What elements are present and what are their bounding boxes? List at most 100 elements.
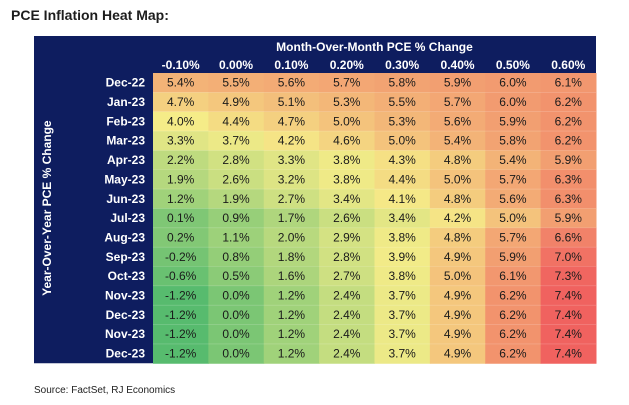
cell-value: 5.9% — [499, 250, 527, 264]
heatmap-cell — [374, 111, 431, 132]
cell-value: 2.7% — [333, 269, 361, 283]
row-label: Sep-23 — [106, 250, 146, 264]
heatmap-cell — [319, 92, 375, 113]
cell-value: 3.4% — [389, 211, 417, 225]
cell-value: 2.2% — [167, 153, 195, 167]
heatmap-cell — [540, 285, 597, 306]
cell-value: 5.0% — [499, 211, 527, 225]
cell-value: 0.9% — [222, 211, 250, 225]
row-label: Aug-23 — [104, 230, 145, 244]
row-label: Oct-23 — [108, 269, 146, 283]
heatmap-cell — [485, 305, 542, 326]
heatmap-cell — [429, 305, 486, 326]
cell-value: -0.6% — [165, 269, 197, 283]
cell-value: 5.4% — [167, 76, 195, 90]
cell-value: 6.1% — [555, 76, 583, 90]
heatmap-cell — [319, 266, 375, 287]
heatmap-cell — [485, 92, 542, 113]
heatmap-cell — [485, 324, 542, 345]
heatmap-cell — [374, 305, 431, 326]
heatmap-cell — [485, 227, 542, 248]
heatmap-cell — [263, 208, 320, 229]
cell-value: 7.4% — [555, 308, 583, 322]
heatmap-cell — [485, 208, 542, 229]
cell-value: 4.9% — [444, 308, 472, 322]
cell-value: 6.0% — [499, 76, 527, 90]
heatmap-cell — [319, 227, 375, 248]
heatmap-cell — [208, 305, 265, 326]
heatmap-cell — [319, 73, 375, 93]
heatmap-cell — [319, 285, 375, 306]
cell-value: 2.4% — [333, 289, 361, 303]
heatmap-cell — [208, 73, 265, 93]
cell-value: 5.4% — [444, 134, 472, 148]
heatmap-cell — [319, 150, 375, 171]
heatmap-cell — [374, 247, 431, 267]
cell-value: 3.8% — [389, 269, 417, 283]
cell-value: 6.2% — [499, 289, 527, 303]
cell-value: 2.4% — [333, 308, 361, 322]
cell-value: 4.9% — [444, 289, 472, 303]
cell-value: 4.9% — [222, 95, 250, 109]
cell-value: 2.8% — [333, 250, 361, 264]
heatmap-cell — [263, 305, 320, 326]
cell-value: 4.2% — [444, 211, 472, 225]
heatmap-cell — [263, 73, 320, 93]
cell-value: 3.3% — [167, 134, 195, 148]
heatmap-cell — [319, 324, 375, 345]
cell-value: -1.2% — [165, 327, 197, 341]
cell-value: 5.9% — [499, 114, 527, 128]
column-label: 0.30% — [385, 58, 419, 72]
cell-value: 4.3% — [389, 153, 417, 167]
heatmap-cell — [208, 324, 265, 345]
cell-value: 0.0% — [222, 347, 250, 361]
cell-value: 4.9% — [444, 250, 472, 264]
cell-value: 6.2% — [499, 347, 527, 361]
heatmap-cell — [540, 150, 597, 171]
cell-value: 3.8% — [389, 230, 417, 244]
heatmap-cell — [208, 189, 265, 209]
cell-value: 4.8% — [444, 192, 472, 206]
cell-value: 2.6% — [222, 172, 250, 186]
heatmap-cell — [153, 131, 209, 151]
cell-value: -0.2% — [165, 250, 197, 264]
column-label: 0.50% — [496, 58, 530, 72]
heatmap-cell — [319, 189, 375, 209]
heatmap-cell — [208, 227, 265, 248]
heatmap-cell — [153, 266, 209, 287]
heatmap-cell — [429, 208, 486, 229]
heatmap-cell — [485, 150, 542, 171]
cell-value: 0.0% — [222, 308, 250, 322]
cell-value: 6.2% — [555, 95, 583, 109]
heatmap-cell — [208, 343, 265, 364]
heatmap-cell — [429, 285, 486, 306]
cell-value: 4.7% — [167, 95, 195, 109]
cell-value: 0.5% — [222, 269, 250, 283]
cell-value: 5.5% — [389, 95, 417, 109]
cell-value: 7.4% — [555, 289, 583, 303]
cell-value: 1.9% — [167, 172, 195, 186]
heatmap-cell — [319, 343, 375, 364]
heatmap-cell — [153, 189, 209, 209]
heatmap-cell — [263, 189, 320, 209]
cell-value: 1.2% — [278, 289, 306, 303]
cell-value: 3.7% — [389, 327, 417, 341]
heatmap-cell — [319, 305, 375, 326]
heatmap-cell — [374, 131, 431, 151]
heatmap-cell — [153, 208, 209, 229]
heatmap-cell — [429, 227, 486, 248]
cell-value: 6.1% — [499, 269, 527, 283]
heatmap-cell — [153, 247, 209, 267]
cell-value: 7.3% — [555, 269, 583, 283]
cell-value: 7.4% — [555, 347, 583, 361]
heatmap-cell — [374, 266, 431, 287]
cell-value: 1.2% — [167, 192, 195, 206]
heatmap-cell — [263, 111, 320, 132]
cell-value: 0.1% — [167, 211, 195, 225]
row-label: Dec-23 — [106, 308, 146, 322]
heatmap-cell — [153, 150, 209, 171]
cell-value: 0.8% — [222, 250, 250, 264]
cell-value: 2.4% — [333, 347, 361, 361]
heatmap-cell — [485, 169, 542, 190]
